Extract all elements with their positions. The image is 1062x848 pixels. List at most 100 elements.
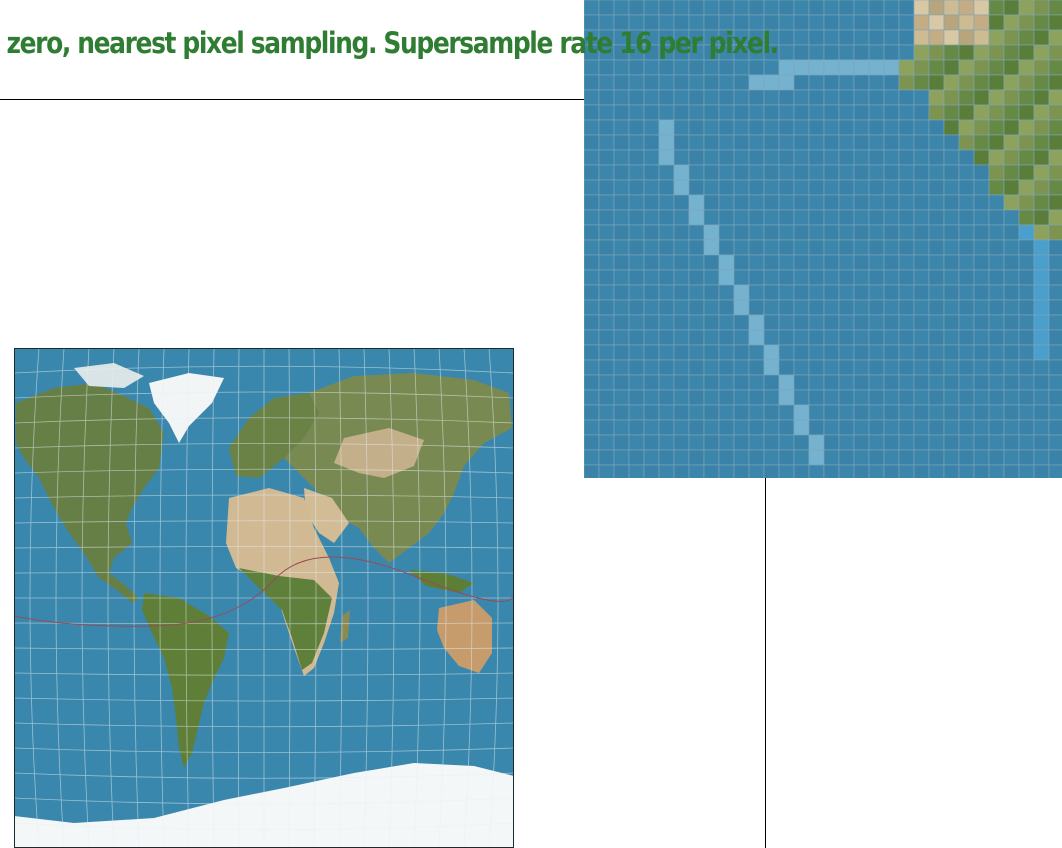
pixel-cell	[883, 164, 900, 181]
pixel-cell	[1048, 239, 1062, 256]
pixel-cell	[793, 284, 810, 301]
pixel-cell	[598, 59, 615, 76]
pixel-cell	[748, 419, 765, 436]
pixel-cell	[1048, 209, 1062, 226]
pixel-cell	[913, 464, 930, 478]
pixel-cell	[613, 269, 630, 286]
pixel-cell	[988, 299, 1005, 316]
pixel-cell	[808, 404, 825, 421]
pixel-cell	[1018, 44, 1035, 61]
pixel-cell	[838, 359, 855, 376]
pixel-cell	[763, 89, 780, 106]
pixel-cell	[673, 434, 690, 451]
pixel-cell	[808, 269, 825, 286]
pixel-cell	[733, 389, 750, 406]
pixel-cell	[928, 74, 945, 91]
pixel-cell	[658, 134, 675, 151]
pixel-cell	[688, 359, 705, 376]
parallel-line	[14, 622, 514, 625]
parallel-line	[14, 772, 514, 779]
pixel-cell	[853, 464, 870, 478]
pixel-cell	[943, 179, 960, 196]
pixel-cell	[748, 119, 765, 136]
pixel-cell	[628, 329, 645, 346]
pixel-cell	[598, 314, 615, 331]
pixel-cell	[808, 89, 825, 106]
pixel-cell	[823, 29, 840, 46]
pixel-cell	[838, 284, 855, 301]
pixel-cell	[733, 0, 750, 16]
pixel-cell	[943, 194, 960, 211]
pixel-cell	[853, 149, 870, 166]
pixel-cell	[913, 29, 930, 46]
pixel-cell	[853, 44, 870, 61]
pixel-cell	[883, 179, 900, 196]
pixel-cell	[658, 464, 675, 478]
pixel-cell	[733, 164, 750, 181]
pixel-cell	[898, 359, 915, 376]
pixel-cell	[748, 284, 765, 301]
pixel-cell	[733, 419, 750, 436]
pixel-cell	[1033, 89, 1050, 106]
pixel-cell	[673, 299, 690, 316]
pixel-cell	[838, 0, 855, 16]
pixel-cell	[748, 194, 765, 211]
pixel-cell	[628, 374, 645, 391]
pixel-cell	[988, 254, 1005, 271]
pixel-cell	[823, 0, 840, 16]
pixel-cell	[778, 209, 795, 226]
pixel-cell	[688, 314, 705, 331]
pixel-cell	[1018, 419, 1035, 436]
pixel-cell	[838, 344, 855, 361]
pixel-cell	[868, 404, 885, 421]
pixel-cell	[658, 419, 675, 436]
pixel-cell	[1048, 419, 1062, 436]
world-map[interactable]	[14, 348, 514, 848]
pixel-cell	[988, 239, 1005, 256]
zoomed-pixel-grid[interactable]	[584, 0, 1062, 478]
pixel-cell	[988, 404, 1005, 421]
pixel-cell	[943, 14, 960, 31]
pixel-cell	[643, 224, 660, 241]
pixel-cell	[868, 269, 885, 286]
pixel-cell	[958, 284, 975, 301]
pixel-cell	[778, 59, 795, 76]
pixel-cell	[808, 374, 825, 391]
pixel-cell	[808, 179, 825, 196]
pixel-cell	[748, 179, 765, 196]
pixel-cell	[823, 269, 840, 286]
pixel-cell	[673, 314, 690, 331]
pixel-cell	[898, 284, 915, 301]
pixel-cell	[643, 329, 660, 346]
pixel-cell	[793, 359, 810, 376]
pixel-cell	[1018, 269, 1035, 286]
pixel-cell	[598, 134, 615, 151]
pixel-cell	[733, 134, 750, 151]
pixel-cell	[823, 299, 840, 316]
pixel-cell	[928, 209, 945, 226]
parallel-line	[14, 822, 514, 831]
pixel-cell	[868, 329, 885, 346]
pixel-cell	[1018, 344, 1035, 361]
pixel-cell	[928, 104, 945, 121]
pixel-cell	[853, 134, 870, 151]
pixel-cell	[673, 269, 690, 286]
pixel-cell	[913, 359, 930, 376]
pixel-cell	[868, 374, 885, 391]
pixel-cell	[1033, 29, 1050, 46]
pixel-cell	[658, 329, 675, 346]
pixel-cell	[718, 179, 735, 196]
pixel-cell	[584, 329, 600, 346]
pixel-cell	[973, 314, 990, 331]
pixel-cell	[628, 359, 645, 376]
page-heading: l zero, nearest pixel sampling. Supersam…	[0, 26, 779, 60]
pixel-cell	[643, 179, 660, 196]
pixel-cell	[1048, 374, 1062, 391]
pixel-cell	[793, 104, 810, 121]
pixel-cell	[703, 164, 720, 181]
pixel-cell	[958, 104, 975, 121]
pixel-cell	[958, 119, 975, 136]
pixel-cell	[988, 389, 1005, 406]
pixel-cell	[613, 89, 630, 106]
pixel-cell	[718, 449, 735, 466]
